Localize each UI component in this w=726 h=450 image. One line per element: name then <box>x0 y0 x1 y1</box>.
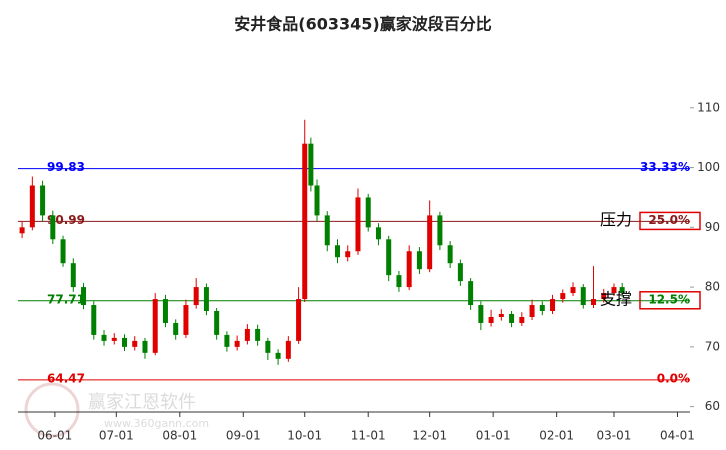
level-percent: 0.0% <box>657 371 690 385</box>
candle-body <box>81 287 87 306</box>
candle-body <box>396 275 402 288</box>
level-box <box>639 291 701 310</box>
candle-body <box>427 215 433 270</box>
candle-body <box>375 227 381 240</box>
candle-body <box>447 245 453 264</box>
candle-body <box>457 263 463 282</box>
candle-body <box>591 299 597 306</box>
x-tick-label: 01-01 <box>476 429 511 443</box>
candle-body <box>519 316 525 323</box>
candle-body <box>355 197 361 252</box>
annotation: 压力 <box>600 210 632 229</box>
annotation: 支撑 <box>600 289 632 308</box>
watermark-url: www.360gann.com <box>104 417 209 430</box>
candle-body <box>386 239 392 276</box>
candle-body <box>416 251 422 270</box>
candle-body <box>193 287 199 306</box>
candle-body <box>365 197 371 228</box>
y-tick-label: 90 <box>705 220 720 234</box>
watermark: 赢家江恩软件 www.360gann.com <box>24 382 209 438</box>
candle-body <box>560 293 566 300</box>
x-tick-label: 06-01 <box>37 429 72 443</box>
candle-body <box>488 316 494 323</box>
candle-body <box>580 287 586 306</box>
candle-body <box>255 328 261 341</box>
candle-body <box>224 334 230 347</box>
candle-body <box>234 340 240 347</box>
candle-body <box>324 215 330 246</box>
candle-body <box>152 299 158 353</box>
level-value: 77.71 <box>47 292 85 306</box>
level-value: 64.47 <box>47 371 85 385</box>
candle-body <box>296 299 302 341</box>
candle-body <box>285 340 291 359</box>
x-tick-label: 03-01 <box>597 429 632 443</box>
candle-body <box>275 352 281 359</box>
candle-body <box>91 305 97 335</box>
x-tick-label: 08-01 <box>162 429 197 443</box>
x-tick-label: 12-01 <box>412 429 447 443</box>
candle-body <box>132 340 138 347</box>
x-tick-label: 04-01 <box>660 429 695 443</box>
candle-body <box>529 305 535 317</box>
level-percent: 12.5% <box>648 292 690 306</box>
candle-body <box>619 287 625 294</box>
candle-body <box>121 337 127 347</box>
y-tick-label: 110 <box>697 100 720 114</box>
level-percent: 25.0% <box>648 213 690 227</box>
candle-body <box>334 245 340 258</box>
level-box <box>639 211 701 231</box>
candle-body <box>162 299 168 323</box>
candle-body <box>244 328 250 341</box>
x-tick-label: 10-01 <box>287 429 322 443</box>
candle-body <box>60 239 66 264</box>
chart-title: 安井食品(603345)赢家波段百分比 <box>234 15 491 34</box>
candle-body <box>50 215 56 240</box>
x-tick-label: 02-01 <box>539 429 574 443</box>
candle-body <box>203 287 209 312</box>
candle-body <box>539 305 545 312</box>
candle-body <box>183 305 189 335</box>
x-tick-label: 07-01 <box>99 429 134 443</box>
candle-body <box>468 281 474 306</box>
candle-body <box>265 340 271 353</box>
candle-body <box>570 287 576 294</box>
candle-body <box>173 322 179 335</box>
watermark-text: 赢家江恩软件 <box>88 391 196 413</box>
x-tick-label: 09-01 <box>226 429 261 443</box>
candle-body <box>550 299 556 312</box>
candle-body <box>308 143 314 186</box>
y-tick-label: 100 <box>697 160 720 174</box>
candle-body <box>314 185 320 216</box>
candle-body <box>111 337 117 341</box>
candle-body <box>29 185 35 228</box>
candle-body <box>601 293 607 300</box>
y-tick-label: 60 <box>705 399 720 413</box>
candle-body <box>214 311 220 335</box>
candle-body <box>19 227 25 234</box>
level-percent: 33.33% <box>640 160 690 174</box>
candle-body <box>101 334 107 341</box>
candle-body <box>478 305 484 323</box>
watermark-logo <box>24 382 80 438</box>
candle-body <box>70 263 76 288</box>
level-value: 90.99 <box>47 213 85 227</box>
candle-body <box>611 287 617 294</box>
candle-body <box>498 313 504 317</box>
x-tick-label: 11-01 <box>351 429 386 443</box>
y-tick-label: 80 <box>705 280 720 294</box>
candle-body <box>302 143 308 300</box>
candle-body <box>345 251 351 258</box>
level-value: 99.83 <box>47 160 85 174</box>
y-tick-label: 70 <box>705 339 720 353</box>
candle-body <box>406 251 412 288</box>
candle-body <box>509 313 515 323</box>
candle-body <box>40 185 46 216</box>
candle-body <box>142 340 148 353</box>
candle-body <box>437 215 443 246</box>
